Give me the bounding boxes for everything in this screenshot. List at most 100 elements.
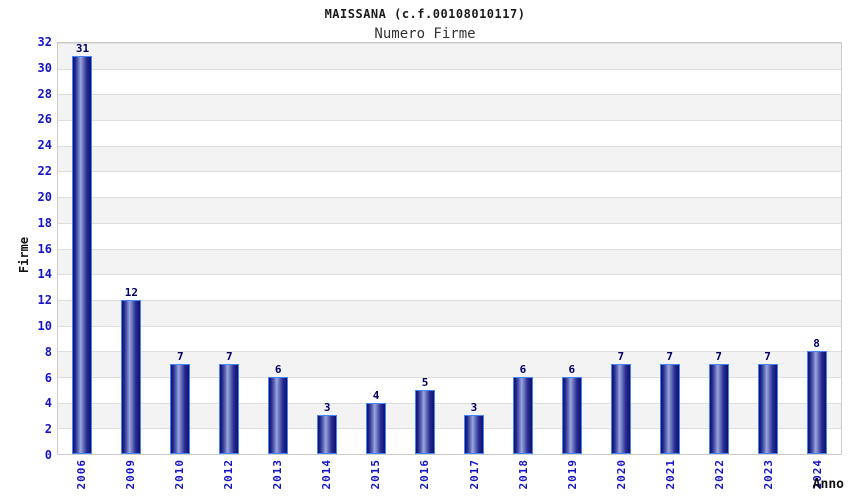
bar-slot: 4 — [352, 43, 401, 454]
bar-group-2022: 7 — [708, 43, 729, 454]
grid-band — [58, 68, 841, 95]
bar-value-label: 5 — [421, 375, 429, 389]
y-axis-title: Firme — [17, 236, 32, 274]
grid-band — [58, 325, 841, 352]
y-tick-label: 4 — [44, 396, 52, 411]
bar-group-2023: 7 — [757, 43, 778, 454]
x-tick-label: 2021 — [663, 459, 677, 490]
bar-group-2020: 7 — [610, 43, 631, 454]
bar-2017 — [463, 415, 484, 454]
grid-band — [58, 299, 841, 326]
grid-band — [58, 274, 841, 300]
bar-group-2014: 3 — [317, 43, 338, 454]
bar-group-2006: 31 — [72, 42, 93, 454]
bar-value-label: 7 — [764, 350, 771, 364]
x-label-slot: 2015 — [351, 459, 400, 490]
bar-slot: 6 — [254, 43, 303, 454]
grid-band — [58, 94, 841, 121]
grid-band — [58, 120, 841, 146]
bar-group-2010: 7 — [170, 43, 191, 454]
y-tick-label: 14 — [37, 267, 52, 282]
bar-2015 — [366, 402, 387, 454]
bar-group-2018: 6 — [512, 43, 533, 454]
y-tick-label: 26 — [37, 112, 52, 127]
bar-value-label: 12 — [124, 285, 139, 299]
bar-value-label: 7 — [666, 350, 674, 364]
bar-value-label: 7 — [225, 350, 233, 364]
bar-group-2017: 3 — [463, 43, 484, 454]
bar-2009 — [121, 299, 142, 454]
bar-value-label: 7 — [177, 350, 184, 364]
x-label-slot: 2006 — [57, 459, 106, 490]
grid-band — [58, 248, 841, 275]
bar-value-label: 7 — [715, 350, 722, 364]
bar-slot: 7 — [694, 43, 743, 454]
bar-2014 — [317, 415, 338, 454]
x-tick-label: 2012 — [222, 459, 236, 490]
y-tick-label: 6 — [44, 370, 52, 385]
y-tick-label: 16 — [37, 241, 52, 256]
bar-2018 — [512, 376, 533, 454]
x-tick-label: 2013 — [271, 459, 285, 490]
y-tick-label: 32 — [37, 35, 52, 49]
x-label-slot: 2016 — [400, 459, 449, 490]
x-tick-label: 2022 — [712, 459, 726, 490]
bar-group-2019: 6 — [561, 43, 582, 454]
bar-value-label: 6 — [274, 362, 282, 376]
bar-slot: 7 — [156, 43, 205, 454]
bar-value-label: 3 — [470, 401, 478, 415]
x-label-slot: 2018 — [499, 459, 548, 490]
plot-area: 31 12 7 7 6 3 4 5 3 6 6 7 7 7 7 8 — [57, 42, 842, 455]
grid-band — [58, 171, 841, 198]
bar-2010 — [170, 364, 191, 454]
x-label-slot: 2020 — [597, 459, 646, 490]
x-label-slot: 2013 — [253, 459, 302, 490]
bar-2016 — [415, 389, 436, 454]
y-tick-label: 18 — [37, 215, 52, 230]
x-label-slot: 2021 — [646, 459, 695, 490]
bar-group-2024: 8 — [806, 43, 827, 454]
bar-value-label: 8 — [813, 337, 820, 351]
bars-layer: 31 12 7 7 6 3 4 5 3 6 6 7 7 7 7 8 — [58, 43, 841, 454]
x-tick-label: 2006 — [75, 459, 89, 490]
y-tick-label: 10 — [37, 318, 52, 333]
bar-slot: 6 — [498, 43, 547, 454]
grid-band — [58, 145, 841, 172]
y-tick-label: 8 — [44, 344, 52, 359]
y-tick-label: 2 — [44, 422, 52, 437]
bar-slot: 7 — [205, 43, 254, 454]
grid-band — [58, 222, 841, 249]
x-tick-label: 2023 — [761, 459, 775, 490]
x-tick-label: 2014 — [320, 459, 334, 490]
x-tick-label: 2017 — [467, 459, 481, 490]
bar-2021 — [659, 364, 680, 454]
y-axis-ticks: 0 2 4 6 8 10 12 14 16 18 20 22 24 26 28 30 32 — [0, 36, 52, 461]
bar-slot: 3 — [303, 43, 352, 454]
bar-slot: 7 — [596, 43, 645, 454]
bar-slot: 8 — [792, 43, 841, 454]
x-label-slot: 2012 — [204, 459, 253, 490]
y-tick-label: 0 — [44, 448, 52, 462]
bar-2013 — [268, 376, 289, 454]
chart-subtitle: Numero Firme — [374, 26, 476, 42]
y-tick-label: 20 — [37, 189, 52, 204]
y-tick-label: 22 — [37, 164, 52, 179]
grid-band — [58, 197, 841, 223]
bar-2022 — [708, 364, 729, 454]
bar-value-label: 31 — [75, 42, 90, 55]
bar-value-label: 3 — [323, 401, 331, 415]
bar-slot: 31 — [58, 43, 107, 454]
bar-2019 — [561, 376, 582, 454]
grid-band — [58, 43, 841, 69]
bar-2006 — [72, 56, 93, 454]
bar-slot: 6 — [547, 43, 596, 454]
bar-group-2012: 7 — [219, 43, 240, 454]
x-tick-label: 2018 — [516, 459, 530, 490]
x-axis-labels: 2006 2009 2010 2012 2013 2014 2015 2016 2017 2018… — [57, 459, 842, 499]
y-tick-label: 30 — [37, 60, 52, 75]
x-tick-label: 2016 — [418, 459, 432, 490]
y-tick-label: 28 — [37, 86, 52, 101]
x-tick-label: 2009 — [124, 459, 138, 490]
x-tick-label: 2019 — [565, 459, 579, 490]
x-label-slot: 2022 — [695, 459, 744, 490]
